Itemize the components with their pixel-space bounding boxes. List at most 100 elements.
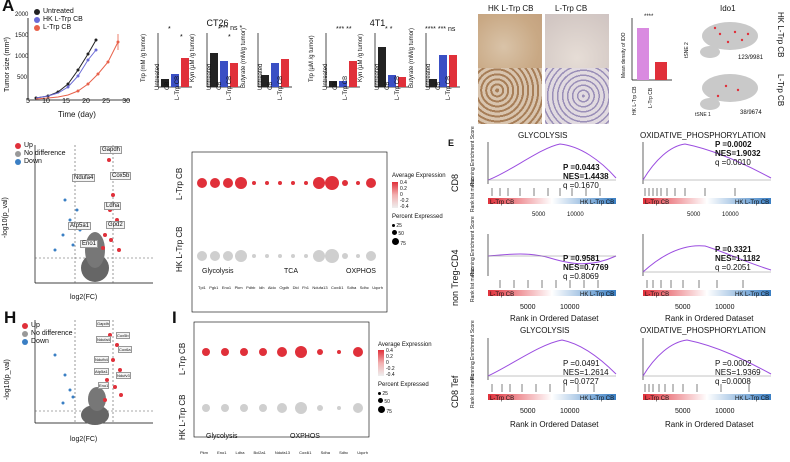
dot1-group: Glycolysis [202, 268, 234, 275]
gsea-plot-cd8-oxphos [625, 140, 775, 230]
ido-xcat: HK L-Trp CB [632, 86, 638, 115]
xtick: 15 [62, 98, 70, 105]
ido-xcat: L-Trp CB [648, 87, 654, 108]
growth-ylabel: Tumor size (mm³) [4, 37, 11, 92]
dot1-group: TCA [284, 268, 298, 275]
gsea-left-group: L-Trp CB [645, 396, 670, 402]
ct26-xcat: CB [268, 81, 274, 90]
gsea-left-group: L-Trp CB [490, 292, 515, 298]
gsea-plot-cd8tef-glycolysis [470, 336, 620, 426]
ct26-trp-ylabel: Trp (mM /g tumor) [141, 33, 147, 82]
gsea-row-label: non Treg-CD4 [450, 249, 460, 306]
growth-xlabel: Time (day) [58, 110, 96, 119]
svg-text:*: * [218, 26, 221, 33]
volcano2-legend-down: Down [22, 338, 49, 345]
ytick: 500 [16, 75, 27, 81]
gsea-right-group: HK L-Trp CB [735, 396, 770, 402]
gsea-col-title: GLYCOLYSIS [518, 131, 568, 140]
dot1-size-title: Percent Expressed [392, 214, 443, 220]
gsea-stat: P =0.0002 NES=1.9032 q =0.0010 [715, 140, 761, 167]
volcano1-ylabel: -log10(p_val) [2, 197, 9, 238]
gene-label: Ndufb4 [94, 356, 109, 363]
t41-xcat: Untreated [426, 63, 432, 90]
xtick: 10 [42, 98, 50, 105]
ido-sig: **** [644, 14, 654, 20]
t41-xcat: CB [436, 81, 442, 90]
gsea-xtick: 10000 [567, 212, 584, 218]
gsea-row-label: CD8 Tef [450, 375, 460, 408]
t41-trp-ylabel: Trp (µM /g tumor) [309, 35, 315, 82]
ido-bar-chart [620, 10, 675, 120]
gsea-right-group: HK L-Trp CB [735, 200, 770, 206]
ct26-xcat: CB [165, 81, 171, 90]
panel-label-i: I [172, 308, 177, 327]
tsne-top [690, 14, 770, 64]
growth-yticks: 2000 1500 1000 500 [15, 12, 28, 96]
tsne-top-label: HK L-Trp CB [776, 12, 785, 58]
gsea-stat: P =0.0002 NES=1.9369 q =0.0008 [715, 359, 761, 386]
gsea-xtick: 10000 [560, 304, 580, 311]
t41-xcat: L-Trp CB [446, 75, 452, 100]
t41-xcat: Untreated [375, 63, 381, 90]
ido-ylabel: Mean density of IDO [621, 32, 627, 78]
gsea-col-title: GLYCOLYSIS [520, 326, 570, 335]
dot1-row-label: HK L-Trp CB [175, 226, 184, 273]
dot1-colorbar [392, 182, 398, 208]
tsne-bottom [690, 66, 770, 116]
volcano1-legend-nodiff: No difference [15, 150, 66, 157]
gene-label: Ldha [104, 202, 122, 210]
t41-xcat: L-Trp CB [395, 75, 401, 100]
gsea-rank-label: Rank list metric [470, 373, 476, 408]
volcano1-xlabel: log2(FC) [70, 294, 98, 301]
gene-label: Eno1 [80, 240, 99, 248]
t41-xcat: L-Trp CB [343, 75, 349, 100]
gene-label: Cox5b [116, 332, 130, 339]
gsea-row-label: CD8 [450, 173, 460, 192]
panel-label-a: A [2, 0, 15, 15]
dot2-row-label: L-Trp CB [178, 342, 187, 375]
volcano2-ylabel: -log10(p_val) [4, 359, 11, 400]
dot1-group: OXPHOS [346, 268, 376, 275]
gsea-x-label: Rank in Ordered Dataset [510, 420, 599, 429]
ihc-right-title: L-Trp CB [555, 4, 588, 13]
ct26-kyn-ylabel: Kyn (µM /g tumor) [190, 33, 196, 82]
gsea-xtick: 5000 [687, 212, 701, 218]
volcano1-plot [25, 140, 155, 290]
dot2-size-vals: 25 50 75 [378, 390, 392, 416]
volcano2-legend-up: Up [22, 322, 40, 329]
gene-label: Ndufa4 [72, 174, 96, 182]
dot1-row-label: L-Trp CB [175, 167, 184, 200]
tsne-title: Ido1 [720, 4, 736, 13]
gsea-stat: P =0.9581 NES=0.7769 q =0.8069 [563, 254, 609, 281]
t41-sig-trp: *** ** [336, 26, 352, 33]
growth-chart [0, 0, 135, 125]
gsea-stat: P =0.0491 NES=1.2614 q =0.0727 [563, 359, 609, 386]
gsea-stat: P =0.3321 NES=1.1182 q =0.2051 [715, 245, 761, 272]
gsea-plot-cd4-oxphos [625, 232, 775, 322]
gsea-right-group: HK L-Trp CB [580, 396, 615, 402]
gsea-left-group: L-Trp CB [645, 200, 670, 206]
gsea-left-group: L-Trp CB [490, 200, 515, 206]
ct26-sig-but: *** ns * [220, 25, 243, 32]
ihc-hk-zoom [478, 68, 542, 124]
volcano1-legend-down: Down [15, 158, 42, 165]
ct26-xcat: L-Trp CB [175, 75, 181, 100]
gsea-xtick: 5000 [532, 212, 546, 218]
gsea-x-label: Rank in Ordered Dataset [665, 420, 754, 429]
xtick: 20 [82, 98, 90, 105]
tsne-top-count: 123/9981 [738, 55, 764, 61]
dot1-legend-vals: 0.4 0.2 0 -0.2 -0.4 [400, 180, 409, 210]
xtick: 5 [26, 98, 30, 105]
gsea-xtick: 10000 [560, 408, 580, 415]
volcano1-legend-up: Up [15, 142, 33, 149]
gsea-left-group: L-Trp CB [645, 292, 670, 298]
tsne-axis-y: tSNE 2 [684, 42, 690, 58]
gsea-right-group: HK L-Trp CB [735, 292, 770, 298]
gsea-xtick: 5000 [520, 408, 536, 415]
gsea-right-group: HK L-Trp CB [580, 292, 615, 298]
dot2-group: Glycolysis [206, 433, 238, 440]
tsne-axis-x: tSNE 1 [695, 112, 711, 118]
volcano2-legend-nodiff: No difference [22, 330, 73, 337]
xtick: 30 [122, 98, 130, 105]
ct26-title: CT26 [206, 18, 229, 28]
